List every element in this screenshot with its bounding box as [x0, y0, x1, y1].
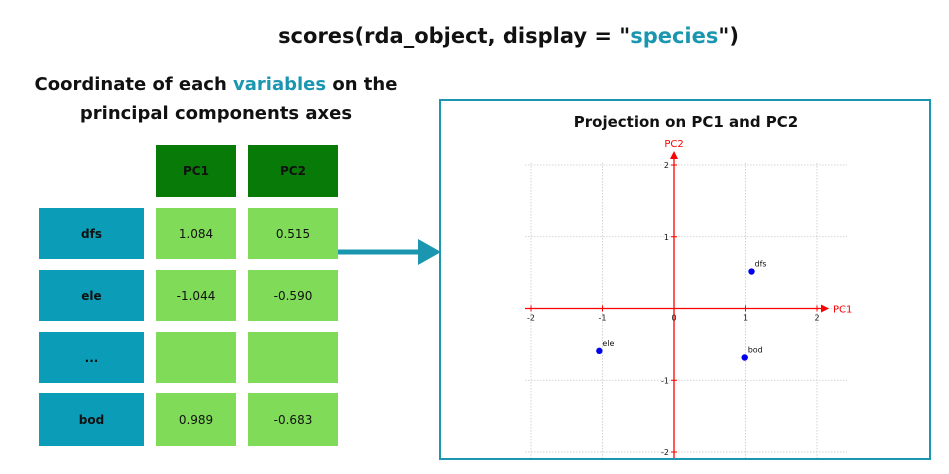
plot-title: Projection on PC1 and PC2	[574, 113, 799, 131]
projection-plot-panel: Projection on PC1 and PC2 PC1 PC2 -2 -1 0 1 2 2…	[439, 99, 931, 460]
column-header-pc1: PC1	[156, 145, 236, 197]
cell-ellipsis-pc2	[248, 332, 338, 383]
point-ele	[596, 347, 603, 355]
x-tick-label-2: 0	[671, 314, 676, 323]
code-title-pre: scores(rda_object, display = "	[278, 24, 631, 48]
point-label-dfs: dfs	[755, 260, 767, 269]
cell-ele-pc2: -0.590	[248, 270, 338, 321]
column-header-pc2: PC2	[248, 145, 338, 197]
cell-dfs-pc2: 0.515	[248, 208, 338, 259]
table-heading-pre: Coordinate of each	[34, 74, 234, 95]
code-title-highlight: species	[630, 24, 719, 48]
y-tick-label-0: 2	[664, 161, 669, 170]
cell-dfs-pc1: 1.084	[156, 208, 236, 259]
projection-plot: Projection on PC1 and PC2 PC1 PC2 -2 -1 0 1 2 2…	[525, 113, 852, 458]
x-axis-label: PC1	[833, 305, 852, 316]
point-label-bod: bod	[748, 346, 763, 355]
x-tick-label-0: -2	[527, 314, 535, 323]
point-bod	[741, 354, 748, 361]
row-label-ellipsis: ...	[39, 332, 144, 383]
y-tick-label-1: 1	[664, 233, 669, 242]
row-label-ele: ele	[39, 270, 144, 321]
arrow-to-plot-icon	[338, 239, 441, 265]
y-tick-label-4: -2	[661, 448, 669, 457]
x-axis-arrowhead	[821, 304, 829, 313]
y-axis-arrowhead	[670, 151, 678, 159]
cell-bod-pc1: 0.989	[156, 393, 236, 446]
row-label-bod: bod	[39, 393, 144, 446]
table-heading-highlight: variables	[233, 74, 327, 95]
x-tick-label-4: 2	[814, 314, 819, 323]
row-label-dfs: dfs	[39, 208, 144, 259]
cell-ellipsis-pc1	[156, 332, 236, 383]
y-axis-label: PC2	[664, 139, 683, 150]
code-title-post: ")	[718, 24, 739, 48]
point-dfs	[748, 268, 755, 275]
x-tick-label-3: 1	[743, 314, 748, 323]
table-heading: Coordinate of each variables on the prin…	[14, 70, 418, 128]
cell-ele-pc1: -1.044	[156, 270, 236, 321]
point-label-ele: ele	[602, 339, 614, 348]
x-tick-label-1: -1	[599, 314, 607, 323]
y-tick-label-3: -1	[661, 376, 669, 385]
cell-bod-pc2: -0.683	[248, 393, 338, 446]
code-title: scores(rda_object, display = "species")	[0, 24, 949, 48]
table-heading-post: on the principal components axes	[79, 74, 398, 124]
